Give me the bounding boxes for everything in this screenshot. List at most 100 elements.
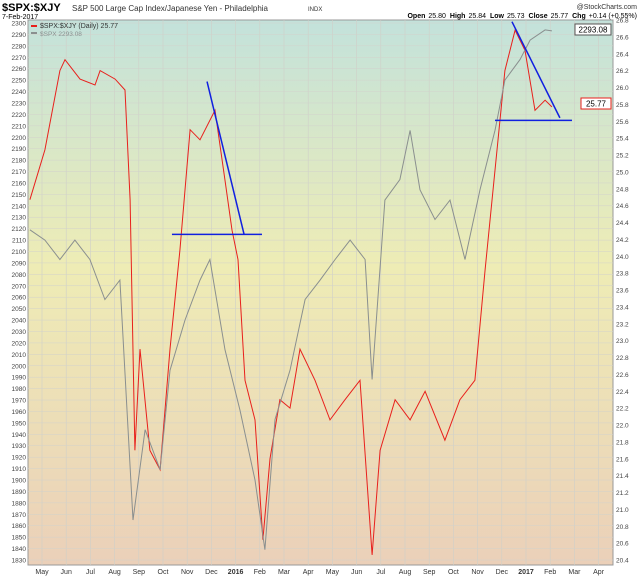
right-axis-tick-label: 25.8 [616,102,629,109]
x-tick-label: Nov [471,569,484,576]
left-axis-tick-label: 1950 [12,420,27,427]
close-label: Close [529,13,548,20]
right-axis-tick-label: 21.4 [616,473,629,480]
right-axis-tick-label: 24.6 [616,203,629,210]
left-axis-tick-label: 2270 [12,55,27,62]
x-tick-label: 2016 [228,569,244,576]
left-axis-tick-label: 2010 [12,352,27,359]
high-label: High [450,13,466,20]
x-tick-label: Jun [61,569,72,576]
x-tick-label: Jul [376,569,385,576]
left-axis-tick-label: 2180 [12,158,27,165]
left-axis-tick-label: 1900 [12,478,27,485]
series-ratio-line [29,28,553,555]
left-axis-tick-label: 2050 [12,306,27,313]
left-axis-tick-label: 1850 [12,535,27,542]
x-tick-label: Oct [448,569,459,576]
x-tick-label: Sep [133,569,146,576]
x-tick-label: Aug [108,569,121,576]
right-axis-tick-label: 22.2 [616,406,629,413]
left-axis-tick-label: 2200 [12,135,27,142]
left-axis-tick-label: 1880 [12,500,27,507]
last-value-spx: 2293.08 [579,26,608,35]
left-axis-tick-label: 2070 [12,283,27,290]
x-tick-label: Dec [496,569,509,576]
right-axis-tick-label: 24.0 [616,254,629,261]
legend-spx: $SPX 2293.08 [40,31,82,38]
exchange: INDX [308,7,322,13]
left-axis-tick-label: 2260 [12,66,27,73]
right-axis-tick-label: 21.0 [616,507,629,514]
x-tick-label: Jun [351,569,362,576]
left-axis-tick-label: 1930 [12,443,27,450]
chg-value: +0.14 (+0.55%) [589,13,637,20]
open-label: Open [407,13,425,20]
left-axis-tick-label: 1940 [12,432,27,439]
x-tick-label: Oct [158,569,169,576]
x-tick-label: Feb [254,569,266,576]
last-value-tag-spx [574,23,612,36]
right-axis-tick-label: 25.4 [616,136,629,143]
x-tick-label: May [35,569,49,576]
last-value-tag-ratio [580,97,612,110]
x-tick-label: Aug [399,569,412,576]
brand-logo: @StockCharts.com [577,4,638,11]
left-axis-tick-label: 2130 [12,215,27,222]
x-tick-label: Mar [568,569,581,576]
left-axis-tick-label: 2140 [12,203,27,210]
left-axis-tick-label: 2150 [12,192,27,199]
left-axis-tick-label: 2120 [12,226,27,233]
right-axis-tick-label: 23.0 [616,338,629,345]
legend-ratio: $SPX:$XJY (Daily) 25.77 [40,23,118,30]
right-axis-tick-label: 25.6 [616,119,629,126]
left-axis-tick-label: 1870 [12,512,27,519]
right-axis-tick-label: 22.4 [616,389,629,396]
right-axis-tick-label: 26.2 [616,68,629,75]
left-axis-tick-label: 2210 [12,123,27,130]
right-axis-tick-label: 22.6 [616,372,629,379]
trendline-line [511,21,561,119]
right-axis-tick-label: 24.2 [616,237,629,244]
x-tick-label: Jul [86,569,95,576]
right-axis-tick-label: 26.0 [616,85,629,92]
right-axis-tick-label: 25.2 [616,153,629,160]
left-axis-tick-label: 2230 [12,100,27,107]
left-axis-tick-label: 1830 [12,558,27,565]
right-axis-tick-label: 24.8 [616,186,629,193]
last-value-ratio: 25.77 [586,100,607,109]
left-axis-tick-label: 2080 [12,272,27,279]
right-axis-tick-label: 23.8 [616,271,629,278]
right-axis-tick-label: 26.6 [616,34,629,41]
right-axis-tick-label: 22.0 [616,423,629,430]
left-axis-tick-label: 2290 [12,32,27,39]
x-tick-label: Dec [205,569,218,576]
right-axis-tick-label: 23.4 [616,304,629,311]
left-axis-tick-label: 2030 [12,329,27,336]
left-axis-tick-label: 1990 [12,375,27,382]
open-value: 25.80 [428,13,446,20]
close-value: 25.77 [551,13,569,20]
left-axis-tick-label: 2240 [12,89,27,96]
left-axis-tick-label: 1960 [12,409,27,416]
right-axis-tick-label: 21.8 [616,439,629,446]
x-tick-label: Sep [423,569,436,576]
right-axis-tick-label: 20.8 [616,524,629,531]
right-axis-tick-label: 24.4 [616,220,629,227]
left-axis-tick-label: 2020 [12,340,27,347]
right-axis-tick-label: 20.4 [616,558,629,565]
low-label: Low [490,13,505,20]
x-tick-label: Nov [181,569,194,576]
right-axis-tick-label: 23.6 [616,288,629,295]
left-axis-tick-label: 1840 [12,546,27,553]
left-axis-tick-label: 1890 [12,489,27,496]
left-axis-tick-label: 2000 [12,363,27,370]
low-value: 25.73 [507,13,525,20]
left-axis-tick-label: 2170 [12,169,27,176]
right-axis-tick-label: 26.4 [616,51,629,58]
right-axis-tick-label: 22.8 [616,355,629,362]
right-axis-tick-label: 20.6 [616,541,629,548]
symbol: $SPX:$XJY [2,2,61,14]
trendline-line [206,81,245,235]
